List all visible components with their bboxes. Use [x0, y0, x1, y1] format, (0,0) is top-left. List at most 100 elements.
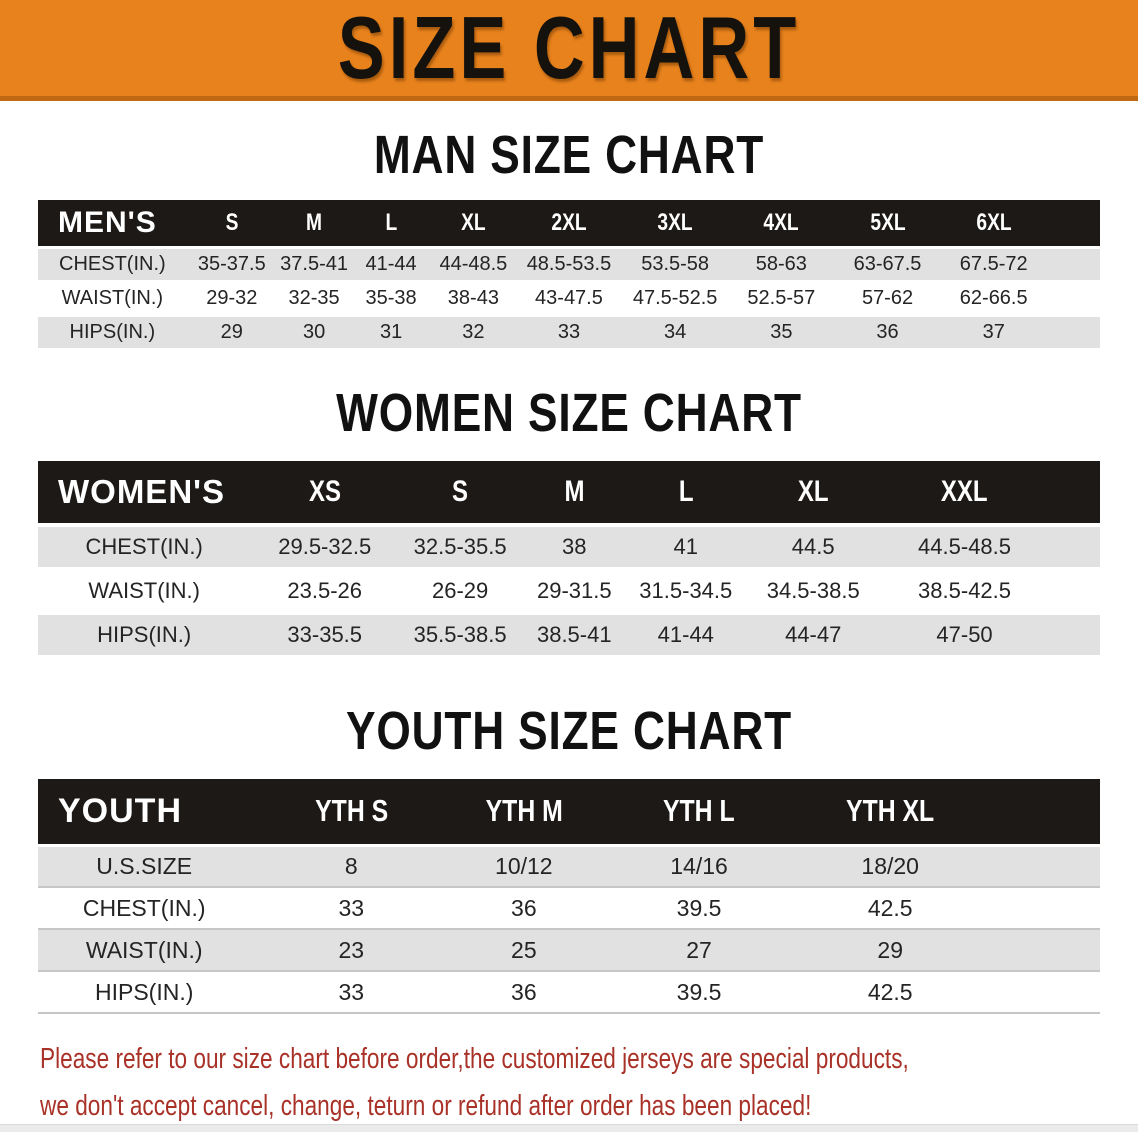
- cell: 33: [338, 978, 365, 1005]
- cell: 31: [379, 321, 403, 343]
- cell: 8: [344, 852, 358, 879]
- cell: 25: [511, 936, 537, 963]
- cell: 32-35: [288, 287, 340, 309]
- cell: 29.5-32.5: [278, 534, 372, 559]
- cell: 29-32: [206, 287, 258, 309]
- filler-cell: [1047, 571, 1100, 611]
- cell: 53.5-58: [641, 253, 710, 275]
- cell: 41: [673, 534, 699, 559]
- cell: 33-35.5: [287, 622, 363, 647]
- men-waist-row: WAIST(IN.) 29-32 32-35 35-38 38-43 43-47…: [38, 283, 1100, 314]
- cell: 39.5: [676, 894, 722, 921]
- youth-size-table: YOUTH YTH S YTH M YTH L YTH XL U.S.SIZE …: [38, 779, 1100, 1014]
- men-size-table: MEN'S S M L XL 2XL 3XL 4XL 5XL 6XL CHEST…: [38, 197, 1100, 351]
- cell: 41-44: [657, 622, 714, 647]
- cell: 38: [562, 534, 587, 559]
- youth-section: YOUTH SIZE CHART YOUTH YTH S YTH M YTH L…: [0, 701, 1138, 1014]
- cell: 35-38: [365, 287, 417, 309]
- cell: 33: [338, 894, 365, 921]
- women-col-header: XS: [308, 475, 341, 508]
- men-header-row: MEN'S S M L XL 2XL 3XL 4XL 5XL 6XL: [38, 200, 1100, 246]
- bottom-edge-strip: [0, 1124, 1138, 1132]
- filler-cell: [1047, 200, 1100, 246]
- cell: 39.5: [676, 978, 722, 1005]
- cell: 29-31.5: [536, 578, 612, 603]
- women-table-label: WOMEN'S: [58, 473, 226, 510]
- filler-cell: [978, 779, 1100, 845]
- women-col-header: XXL: [941, 475, 988, 508]
- youth-table-label: YOUTH: [58, 791, 182, 830]
- men-col-header: 5XL: [869, 209, 906, 236]
- cell: 36: [876, 321, 899, 343]
- cell: 44-47: [785, 622, 842, 647]
- cell: 32: [462, 321, 485, 343]
- cell: 36: [511, 894, 537, 921]
- women-waist-row: WAIST(IN.) 23.5-26 26-29 29-31.5 31.5-34…: [38, 571, 1100, 611]
- men-col-header: 6XL: [976, 209, 1012, 236]
- banner: SIZE CHART: [0, 0, 1138, 101]
- cell: 26-29: [431, 578, 489, 603]
- youth-heading: YOUTH SIZE CHART: [345, 701, 793, 761]
- row-label: WAIST(IN.): [85, 936, 203, 963]
- youth-col-header: YTH XL: [846, 793, 935, 829]
- men-heading: MAN SIZE CHART: [373, 125, 765, 185]
- women-size-table: WOMEN'S XS S M L XL XXL CHEST(IN.) 29.5-…: [38, 457, 1100, 659]
- youth-header-row: YOUTH YTH S YTH M YTH L YTH XL: [38, 779, 1100, 845]
- cell: 36: [511, 978, 537, 1005]
- row-label: CHEST(IN.): [85, 534, 203, 559]
- cell: 18/20: [861, 852, 919, 879]
- disclaimer-line-1: Please refer to our size chart before or…: [40, 1043, 909, 1075]
- row-label: CHEST(IN.): [82, 894, 206, 921]
- row-label: HIPS(IN.): [95, 978, 194, 1005]
- cell: 62-66.5: [959, 287, 1028, 309]
- cell: 38-43: [447, 287, 499, 309]
- cell: 57-62: [861, 287, 914, 309]
- men-col-header: 3XL: [657, 209, 693, 236]
- cell: 23.5-26: [287, 578, 363, 603]
- men-section: MAN SIZE CHART MEN'S S M L XL 2XL 3XL 4X…: [0, 125, 1138, 351]
- men-col-header: L: [385, 209, 397, 236]
- cell: 38.5-41: [536, 622, 612, 647]
- cell: 42.5: [867, 894, 913, 921]
- cell: 47-50: [936, 622, 993, 647]
- cell: 23: [338, 936, 365, 963]
- filler-cell: [1047, 283, 1100, 314]
- filler-cell: [1047, 461, 1100, 523]
- youth-col-header: YTH M: [485, 793, 563, 829]
- youth-waist-row: WAIST(IN.) 23 25 27 29: [38, 929, 1100, 971]
- row-label: HIPS(IN.): [69, 321, 156, 343]
- cell: 31.5-34.5: [639, 578, 733, 603]
- filler-cell: [978, 971, 1100, 1013]
- cell: 27: [686, 936, 712, 963]
- cell: 35: [770, 321, 793, 343]
- men-col-header: 4XL: [763, 209, 799, 236]
- cell: 14/16: [670, 852, 728, 879]
- filler-cell: [978, 929, 1100, 971]
- cell: 58-63: [755, 253, 807, 275]
- cell: 33: [557, 321, 581, 343]
- row-label: WAIST(IN.): [88, 578, 200, 603]
- cell: 44.5: [791, 534, 835, 559]
- banner-title: SIZE CHART: [337, 0, 801, 97]
- women-chest-row: CHEST(IN.) 29.5-32.5 32.5-35.5 38 41 44.…: [38, 527, 1100, 567]
- cell: 37: [982, 321, 1005, 343]
- youth-ussize-row: U.S.SIZE 8 10/12 14/16 18/20: [38, 845, 1100, 887]
- cell: 34: [664, 321, 687, 343]
- men-table-label: MEN'S: [58, 206, 157, 239]
- cell: 32.5-35.5: [413, 534, 507, 559]
- cell: 48.5-53.5: [526, 253, 612, 275]
- women-col-header: S: [452, 475, 469, 508]
- filler-cell: [1047, 249, 1100, 280]
- filler-cell: [1047, 615, 1100, 655]
- men-col-header: 2XL: [551, 209, 587, 236]
- row-label: WAIST(IN.): [61, 287, 164, 309]
- row-label: U.S.SIZE: [96, 852, 193, 879]
- filler-cell: [1047, 317, 1100, 348]
- filler-cell: [978, 887, 1100, 929]
- cell: 29: [220, 321, 243, 343]
- cell: 10/12: [495, 852, 553, 879]
- cell: 63-67.5: [853, 253, 922, 275]
- men-col-header: XL: [461, 209, 486, 236]
- cell: 30: [302, 321, 326, 343]
